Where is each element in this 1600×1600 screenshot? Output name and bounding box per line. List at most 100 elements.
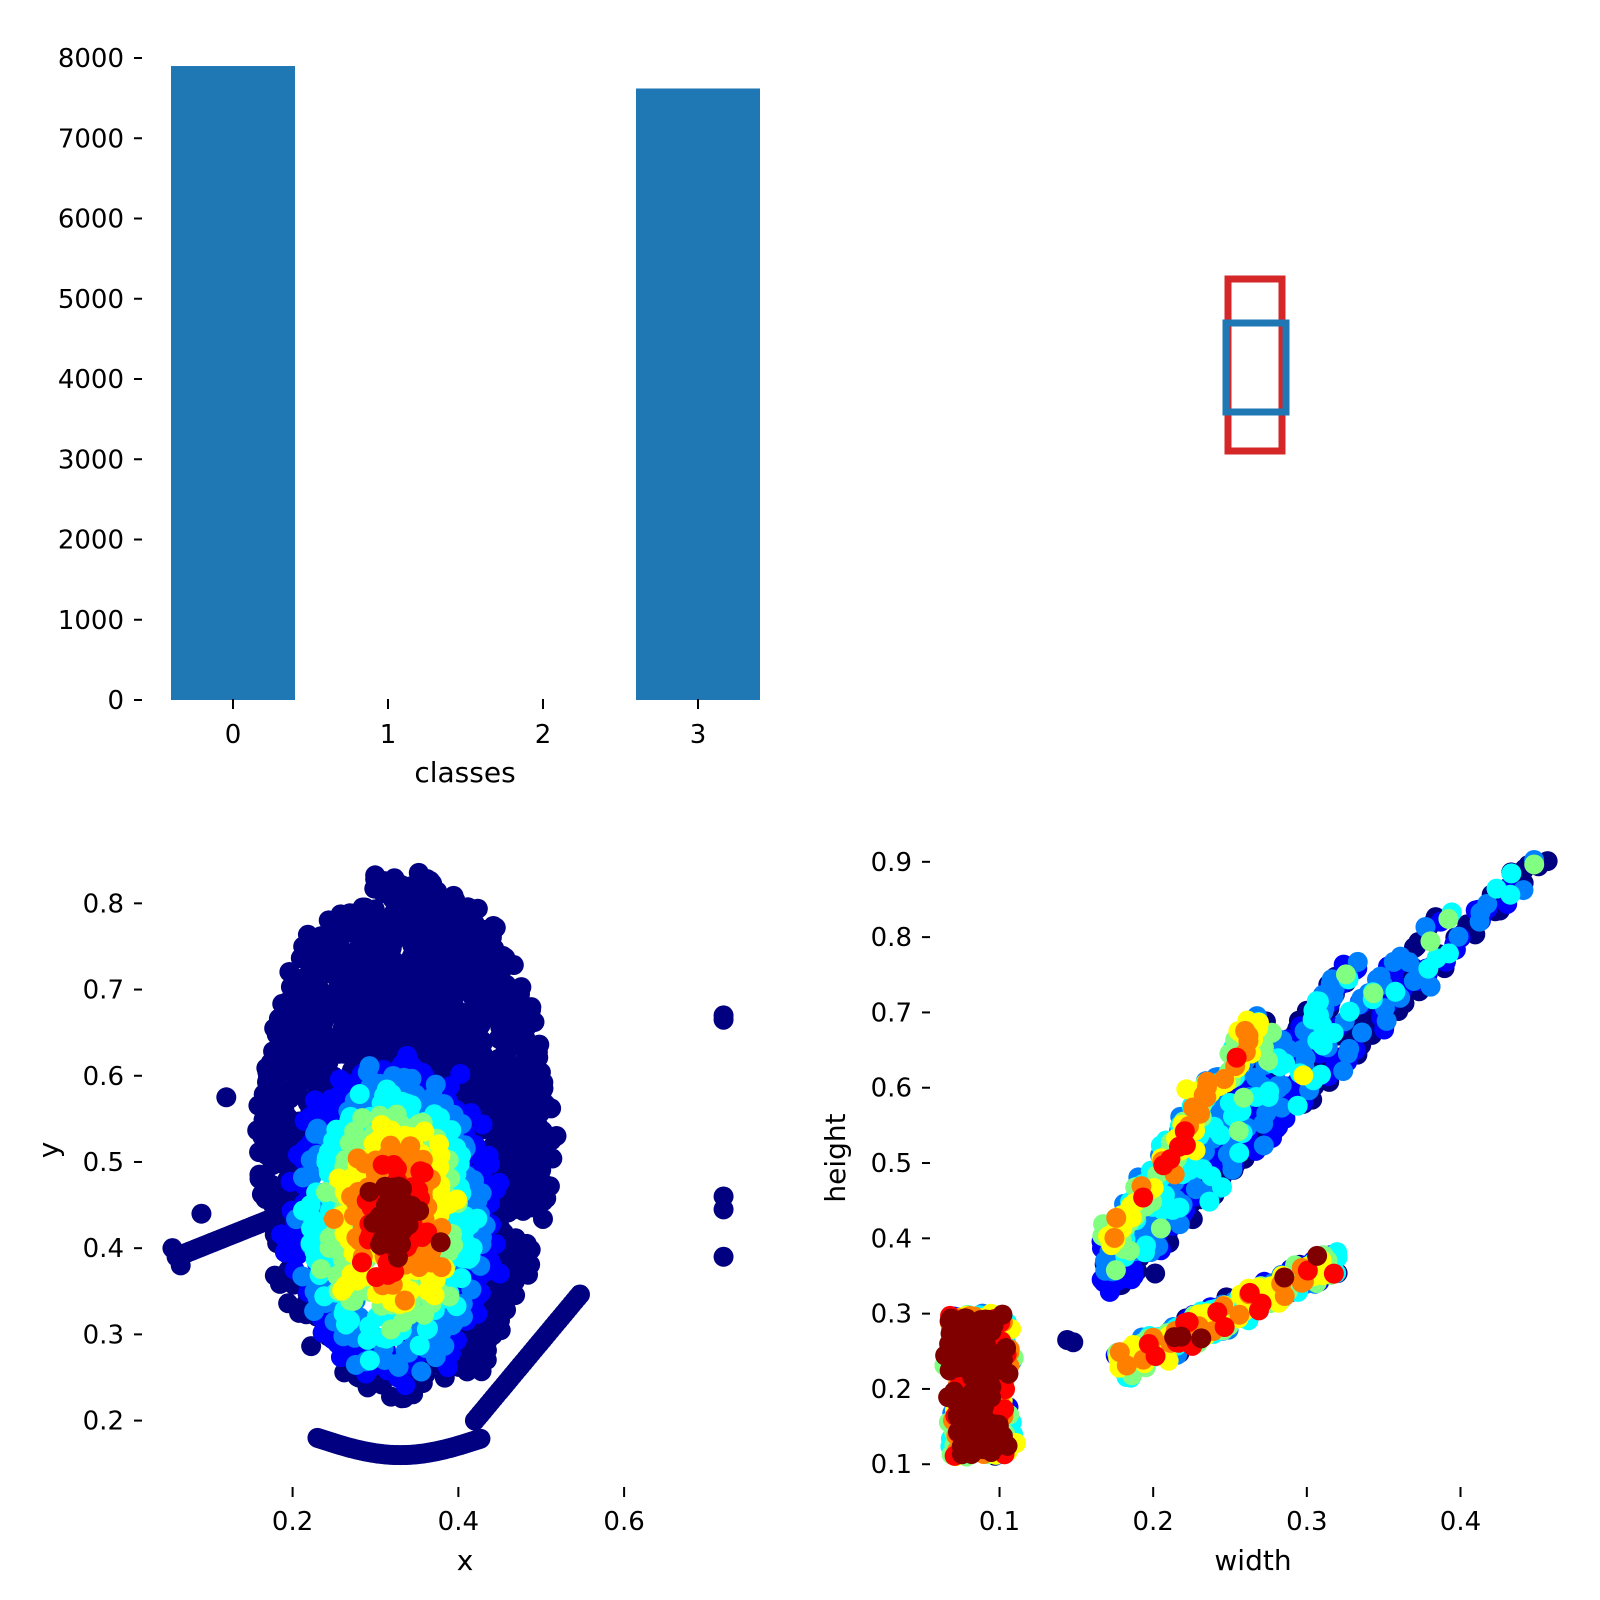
y-tick-label: 0.6	[871, 1074, 912, 1104]
wh-point	[989, 1434, 1010, 1455]
xy-point	[318, 1141, 339, 1162]
bar	[636, 88, 760, 701]
xy-point	[521, 1197, 542, 1218]
xy-point	[472, 1033, 493, 1054]
xy-point	[264, 1116, 285, 1137]
xy-point	[427, 911, 448, 932]
wh-point	[1363, 983, 1384, 1004]
x-tick-label: 2	[535, 720, 552, 750]
xy-point	[569, 1284, 590, 1305]
y-tick-label: 4000	[58, 365, 124, 395]
y-tick-label: 6000	[58, 205, 124, 235]
wh-point	[1229, 1142, 1250, 1163]
x-tick-label: 0	[225, 720, 242, 750]
wh-point	[1171, 1326, 1192, 1347]
xy-point	[330, 951, 351, 972]
wh-point	[959, 1325, 980, 1346]
xy-point	[347, 970, 368, 991]
xy-point	[162, 1238, 183, 1259]
box-overlay-panel	[1222, 275, 1290, 455]
wh-point	[1486, 878, 1507, 899]
wh-point	[981, 1363, 1002, 1384]
y-tick-label: 5000	[58, 285, 124, 315]
wh-scatter-points	[934, 849, 1558, 1467]
y-tick-label: 0.7	[871, 998, 912, 1028]
xy-point	[300, 1194, 321, 1215]
xy-point	[529, 1168, 550, 1189]
wh-point	[1335, 964, 1356, 985]
xy-point	[256, 1058, 277, 1079]
xy-point	[307, 1118, 328, 1139]
x-axis-label: width	[1214, 1544, 1291, 1577]
wh-point	[1390, 946, 1411, 967]
xy-point	[267, 1099, 288, 1120]
y-axis-label: height	[819, 1113, 852, 1202]
xy-point	[495, 947, 516, 968]
xy-point	[332, 1280, 353, 1301]
wh-point	[1145, 1263, 1166, 1284]
xy-point	[518, 1128, 539, 1149]
xy-point	[361, 1003, 382, 1024]
x-tick-label: 0.4	[438, 1507, 479, 1537]
x-tick-label: 0.3	[1286, 1507, 1327, 1537]
wh-point	[962, 1382, 983, 1403]
y-tick-label: 0.4	[83, 1234, 124, 1264]
xy-point	[366, 1267, 387, 1288]
wh-point	[1420, 931, 1441, 952]
xy-point	[516, 1096, 537, 1117]
wh-point	[1104, 1227, 1125, 1248]
xy-point	[445, 890, 466, 911]
x-tick-label: 0.1	[979, 1507, 1020, 1537]
x-axis-label: x	[457, 1544, 474, 1577]
wh-point	[965, 1342, 986, 1363]
xy-point	[290, 948, 311, 969]
y-axis-label: y	[32, 1142, 65, 1159]
wh-point	[1228, 1121, 1249, 1142]
wh-point	[1339, 1038, 1360, 1059]
xy-point	[352, 1108, 373, 1129]
xy-point	[297, 1052, 318, 1073]
xy-point	[409, 955, 430, 976]
xy-point	[249, 1168, 270, 1189]
wh-point	[1191, 1328, 1212, 1349]
xy-point	[475, 1350, 496, 1371]
xy-point	[410, 1161, 431, 1182]
xy-point	[713, 1246, 734, 1267]
xy-point	[375, 984, 396, 1005]
xy-point	[479, 1001, 500, 1022]
xy-point	[504, 1071, 525, 1092]
y-tick-label: 2000	[58, 526, 124, 556]
xy-point	[216, 1087, 237, 1108]
xy-point	[400, 1136, 421, 1157]
y-tick-label: 0.3	[83, 1320, 124, 1350]
wh-point	[1214, 1069, 1235, 1090]
wh-point	[1063, 1332, 1084, 1353]
y-tick-label: 0.1	[871, 1450, 912, 1480]
wh-point	[1116, 1355, 1137, 1376]
y-tick-label: 0.7	[83, 976, 124, 1006]
xy-point	[297, 924, 318, 945]
wh-point	[1207, 1302, 1228, 1323]
xy-point	[425, 1074, 446, 1095]
xy-point	[467, 981, 488, 1002]
xy-point	[351, 1252, 372, 1273]
wh-point	[1293, 1065, 1314, 1086]
xy-point	[484, 1056, 505, 1077]
xy-point	[435, 1034, 456, 1055]
xy-point	[713, 1199, 734, 1220]
xy-point	[279, 961, 300, 982]
wh-point	[1307, 1245, 1328, 1266]
xy-point	[351, 941, 372, 962]
xy-point	[434, 1335, 455, 1356]
wh-point	[1248, 1300, 1269, 1321]
xy-point	[409, 1335, 430, 1356]
xy-point	[449, 975, 470, 996]
xy-point	[400, 902, 421, 923]
xy-point	[324, 996, 345, 1017]
y-axis: 0.10.20.30.40.50.60.70.80.9	[871, 848, 930, 1480]
y-tick-label: 1000	[58, 606, 124, 636]
wh-point	[1160, 1149, 1181, 1170]
y-tick-label: 0.6	[83, 1062, 124, 1092]
